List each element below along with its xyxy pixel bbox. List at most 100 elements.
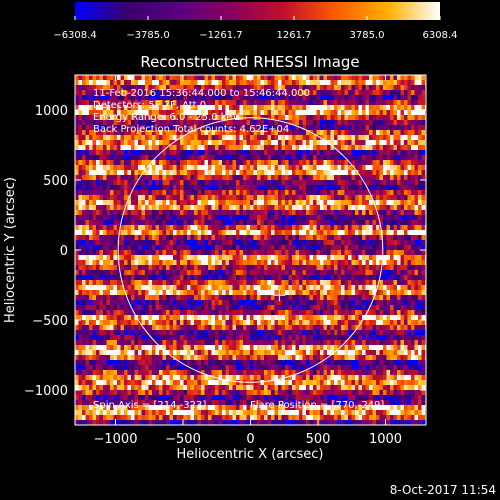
heatmap-cell (418, 240, 422, 246)
heatmap-cell (239, 165, 244, 171)
heatmap-cell (320, 95, 324, 101)
heatmap-cell (421, 95, 426, 101)
heatmap-cell (278, 125, 282, 131)
heatmap-cell (327, 195, 331, 201)
heatmap-cell (351, 315, 356, 321)
heatmap-cell (414, 225, 419, 231)
heatmap-cell (190, 295, 195, 301)
heatmap-cell (131, 130, 135, 136)
heatmap-cell (110, 85, 114, 91)
heatmap-cell (299, 150, 303, 156)
heatmap-cell (260, 170, 265, 176)
heatmap-cell (215, 205, 219, 211)
heatmap-cell (418, 290, 422, 296)
heatmap-cell (229, 305, 233, 311)
heatmap-cell (358, 305, 363, 311)
heatmap-cell (173, 140, 177, 146)
heatmap-cell (421, 180, 426, 186)
heatmap-cell (365, 290, 370, 296)
heatmap-cell (239, 220, 244, 226)
heatmap-cell (218, 285, 223, 291)
heatmap-cell (285, 230, 289, 236)
heatmap-cell (190, 140, 195, 146)
heatmap-cell (414, 140, 419, 146)
heatmap-cell (341, 190, 345, 196)
heatmap-cell (295, 300, 300, 306)
heatmap-cell (166, 210, 170, 216)
heatmap-cell (271, 265, 275, 271)
heatmap-cell (348, 285, 352, 291)
heatmap-cell (351, 255, 356, 261)
heatmap-cell (246, 250, 251, 256)
heatmap-cell (138, 145, 142, 151)
heatmap-cell (194, 85, 198, 91)
heatmap-cell (236, 250, 240, 256)
heatmap-cell (117, 215, 121, 221)
heatmap-cell (225, 130, 230, 136)
heatmap-cell (271, 220, 275, 226)
heatmap-cell (197, 85, 202, 91)
heatmap-cell (295, 295, 300, 301)
heatmap-cell (253, 245, 258, 251)
heatmap-cell (302, 190, 307, 196)
heatmap-cell (397, 205, 401, 211)
heatmap-cell (246, 235, 251, 241)
heatmap-cell (393, 270, 398, 276)
heatmap-cell (78, 125, 83, 131)
heatmap-cell (89, 255, 93, 261)
heatmap-cell (299, 215, 303, 221)
heatmap-cell (222, 105, 226, 111)
heatmap-cell (117, 80, 121, 86)
heatmap-cell (383, 95, 387, 101)
heatmap-cell (92, 215, 97, 221)
heatmap-cell (260, 115, 265, 121)
heatmap-cell (274, 250, 279, 256)
heatmap-cell (152, 240, 156, 246)
heatmap-cell (264, 100, 268, 106)
heatmap-cell (222, 130, 226, 136)
heatmap-cell (323, 140, 328, 146)
heatmap-cell (148, 255, 153, 261)
heatmap-cell (239, 130, 244, 136)
heatmap-cell (330, 190, 335, 196)
heatmap-cell (330, 260, 335, 266)
heatmap-cell (292, 250, 296, 256)
heatmap-cell (176, 270, 181, 276)
heatmap-cell (411, 100, 415, 106)
heatmap-cell (292, 140, 296, 146)
heatmap-cell (323, 115, 328, 121)
heatmap-cell (99, 110, 104, 116)
heatmap-cell (330, 290, 335, 296)
heatmap-cell (288, 210, 293, 216)
heatmap-cell (386, 160, 391, 166)
heatmap-cell (232, 310, 237, 316)
heatmap-cell (218, 80, 223, 86)
heatmap-cell (404, 205, 408, 211)
heatmap-cell (239, 300, 244, 306)
heatmap-cell (253, 280, 258, 286)
heatmap-cell (348, 135, 352, 141)
heatmap-cell (218, 75, 223, 81)
heatmap-cell (141, 255, 146, 261)
heatmap-cell (246, 80, 251, 86)
heatmap-cell (271, 80, 275, 86)
heatmap-cell (173, 240, 177, 246)
heatmap-cell (183, 160, 188, 166)
heatmap-cell (110, 295, 114, 301)
heatmap-cell (306, 230, 310, 236)
heatmap-cell (187, 290, 191, 296)
heatmap-cell (155, 125, 160, 131)
heatmap-cell (201, 280, 205, 286)
heatmap-cell (341, 145, 345, 151)
heatmap-cell (271, 105, 275, 111)
heatmap-cell (215, 145, 219, 151)
heatmap-cell (78, 135, 83, 141)
heatmap-cell (229, 135, 233, 141)
heatmap-cell (351, 225, 356, 231)
heatmap-cell (260, 180, 265, 186)
heatmap-cell (344, 125, 349, 131)
heatmap-cell (274, 305, 279, 311)
heatmap-cell (358, 100, 363, 106)
heatmap-cell (421, 75, 426, 81)
heatmap-cell (162, 260, 167, 266)
